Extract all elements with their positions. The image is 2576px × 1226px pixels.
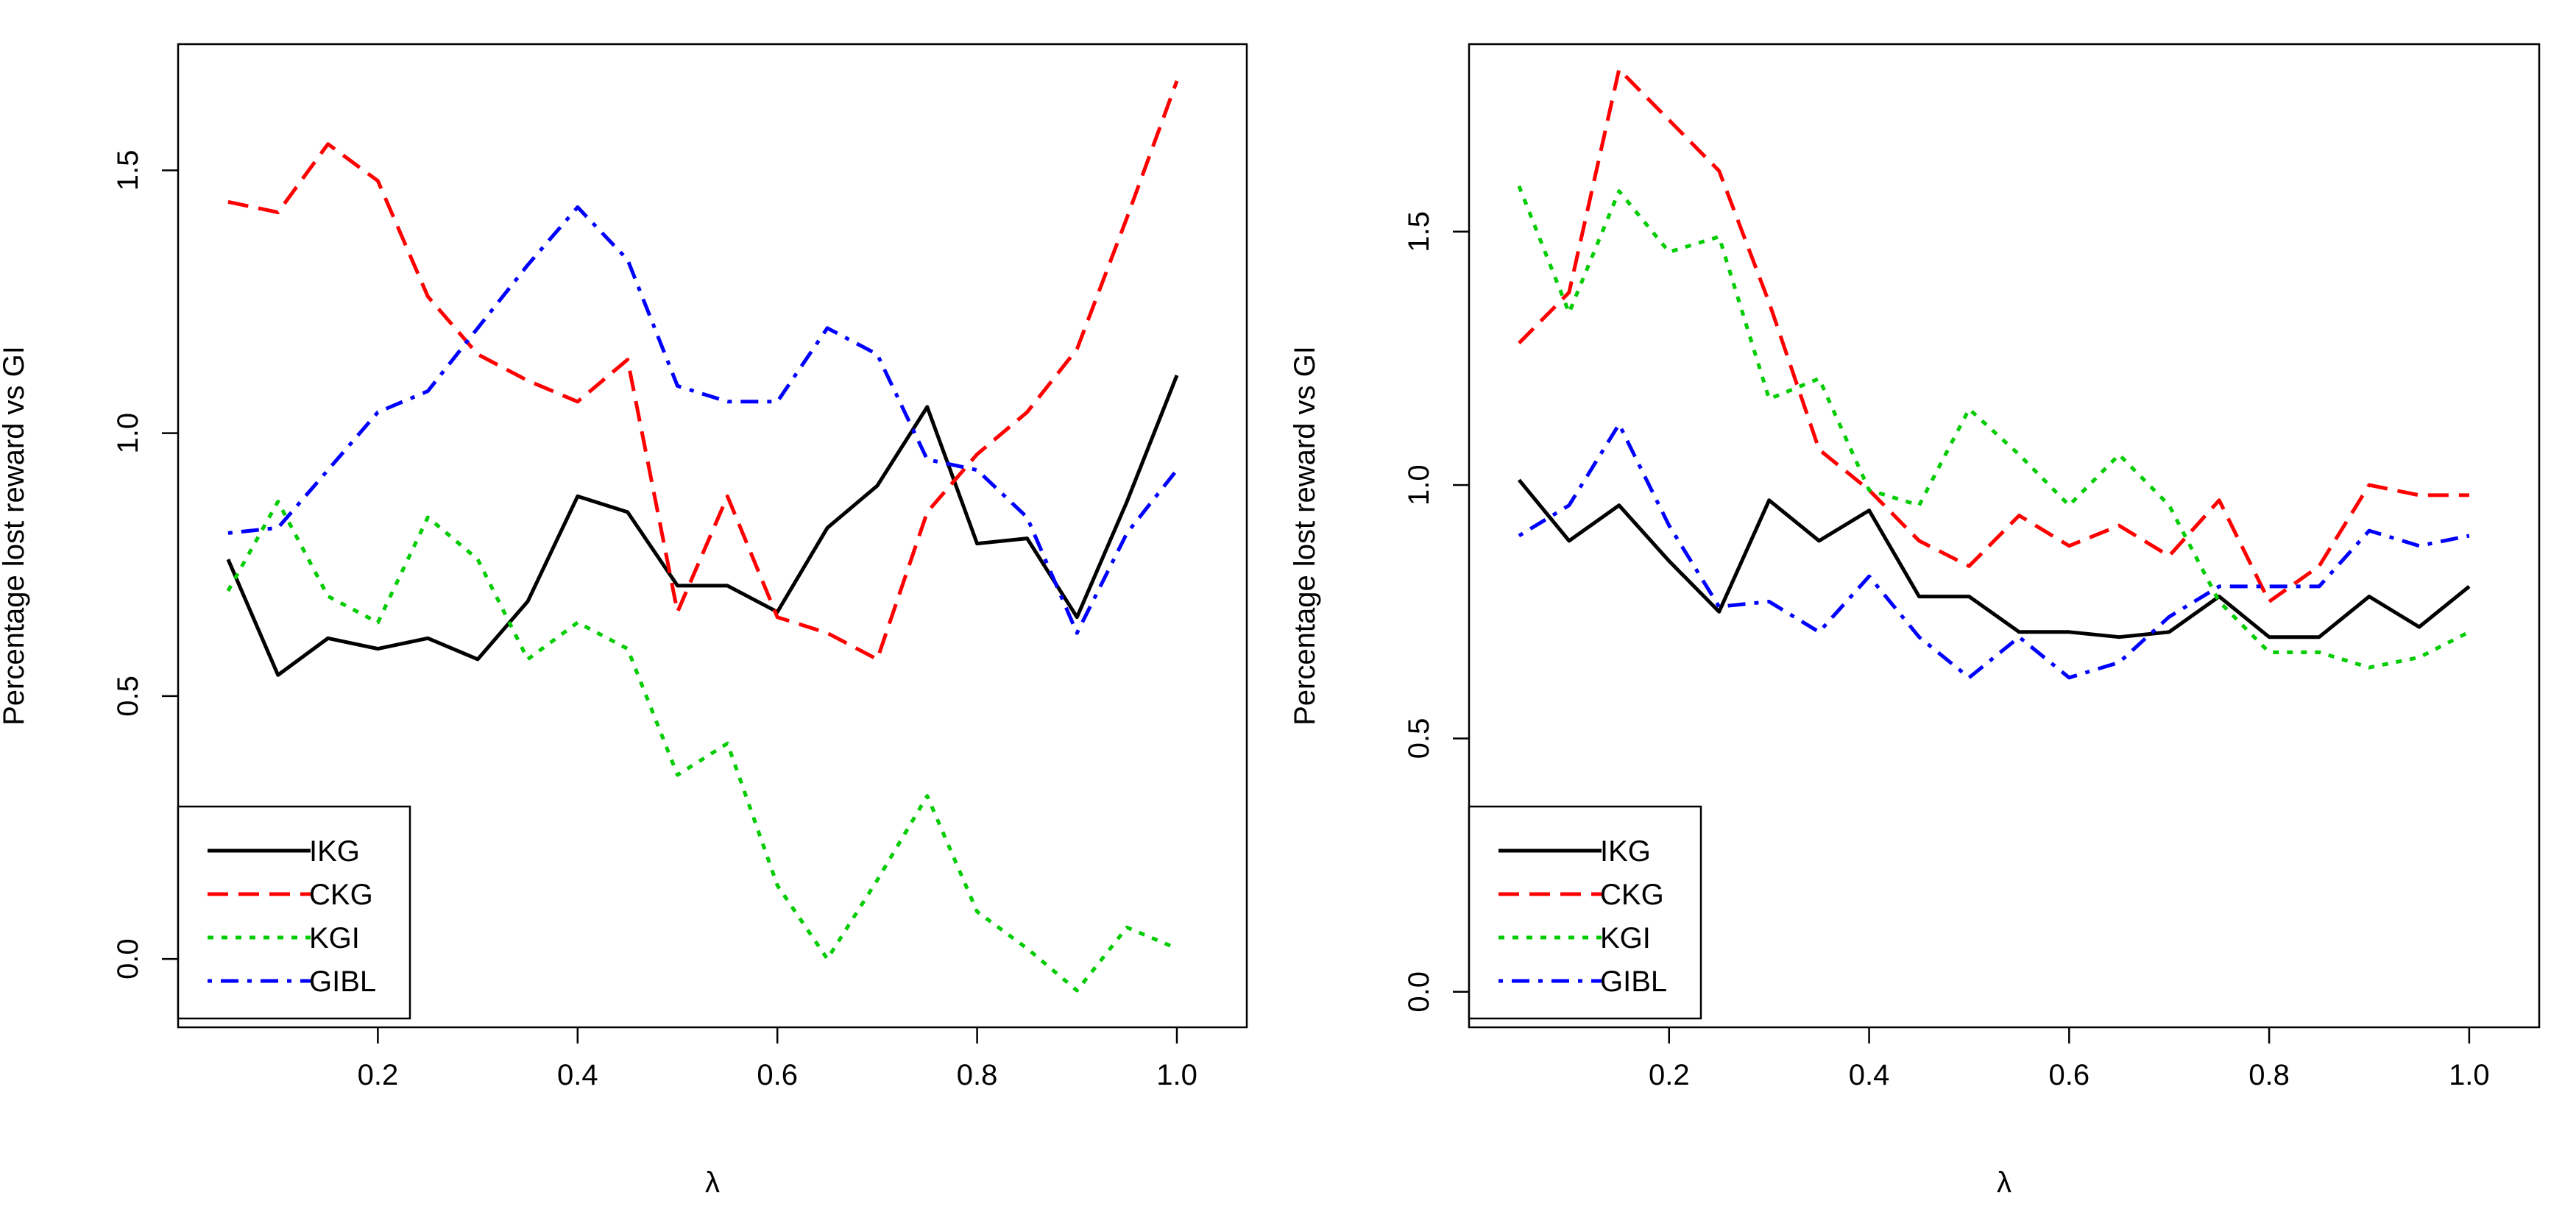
x-tick-label: 0.4 [557, 1059, 598, 1091]
legend-label-gibl: GIBL [309, 965, 376, 998]
legend-box [177, 805, 411, 1020]
x-tick-label: 0.6 [2049, 1059, 2090, 1091]
legend: IKG CKG KGI GIBL [1468, 805, 1702, 1020]
legend-label-ikg: IKG [1600, 835, 1651, 868]
y-axis-title: Percentage lost reward vs GI [0, 346, 30, 726]
legend-label-kgi: KGI [1600, 922, 1651, 954]
x-axis-title: λ [1997, 1166, 2011, 1199]
series-line-ikg [1517, 478, 2471, 639]
series-line-kgi [226, 500, 1178, 993]
x-axis-title: λ [705, 1166, 720, 1199]
y-tick-label: 0.0 [1403, 971, 1435, 1013]
series-line-ikg [226, 375, 1179, 677]
legend: IKG CKG KGI GIBL [177, 805, 411, 1020]
y-tick-label: 1.0 [112, 413, 144, 454]
legend-label-gibl: GIBL [1600, 965, 1667, 998]
series-line-ckg [227, 80, 1179, 662]
x-tick-label: 0.8 [2248, 1059, 2290, 1091]
y-tick-label: 0.5 [112, 676, 144, 717]
left-panel: 0.2 0.4 0.6 0.8 1.0 0.0 0.5 1.0 1.5 λ Percentage l… [0, 43, 1248, 1199]
legend-label-ikg: IKG [309, 835, 360, 868]
legend-label-kgi: KGI [309, 922, 360, 954]
x-tick-label: 1.0 [2449, 1059, 2490, 1091]
plot-frame [1468, 43, 2541, 1029]
series-line-ckg [1518, 67, 2469, 603]
x-tick-label: 0.2 [1649, 1059, 1690, 1091]
x-tick-label: 0.6 [757, 1059, 798, 1091]
series-line-gibl [1518, 422, 2470, 680]
series-line-gibl [227, 205, 1178, 635]
right-panel: 0.2 0.4 0.6 0.8 1.0 0.0 0.5 1.0 1.5 λ Percentage l… [1289, 43, 2541, 1199]
legend-label-ckg: CKG [1600, 879, 1664, 911]
y-tick-label: 1.0 [1403, 464, 1435, 506]
x-tick-label: 1.0 [1156, 1059, 1197, 1091]
x-tick-label: 0.4 [1849, 1059, 1890, 1091]
legend-box [1468, 805, 1702, 1020]
x-tick-label: 0.2 [358, 1059, 399, 1091]
y-tick-label: 1.5 [112, 150, 144, 191]
series-line-kgi [1517, 185, 2471, 670]
y-axis-title: Percentage lost reward vs GI [1289, 346, 1321, 726]
plot-frame [177, 43, 1248, 1029]
x-tick-label: 0.8 [957, 1059, 998, 1091]
y-tick-label: 0.0 [112, 938, 144, 979]
y-tick-label: 1.5 [1403, 211, 1435, 252]
y-tick-label: 0.5 [1403, 718, 1435, 759]
legend-label-ckg: CKG [309, 879, 373, 911]
